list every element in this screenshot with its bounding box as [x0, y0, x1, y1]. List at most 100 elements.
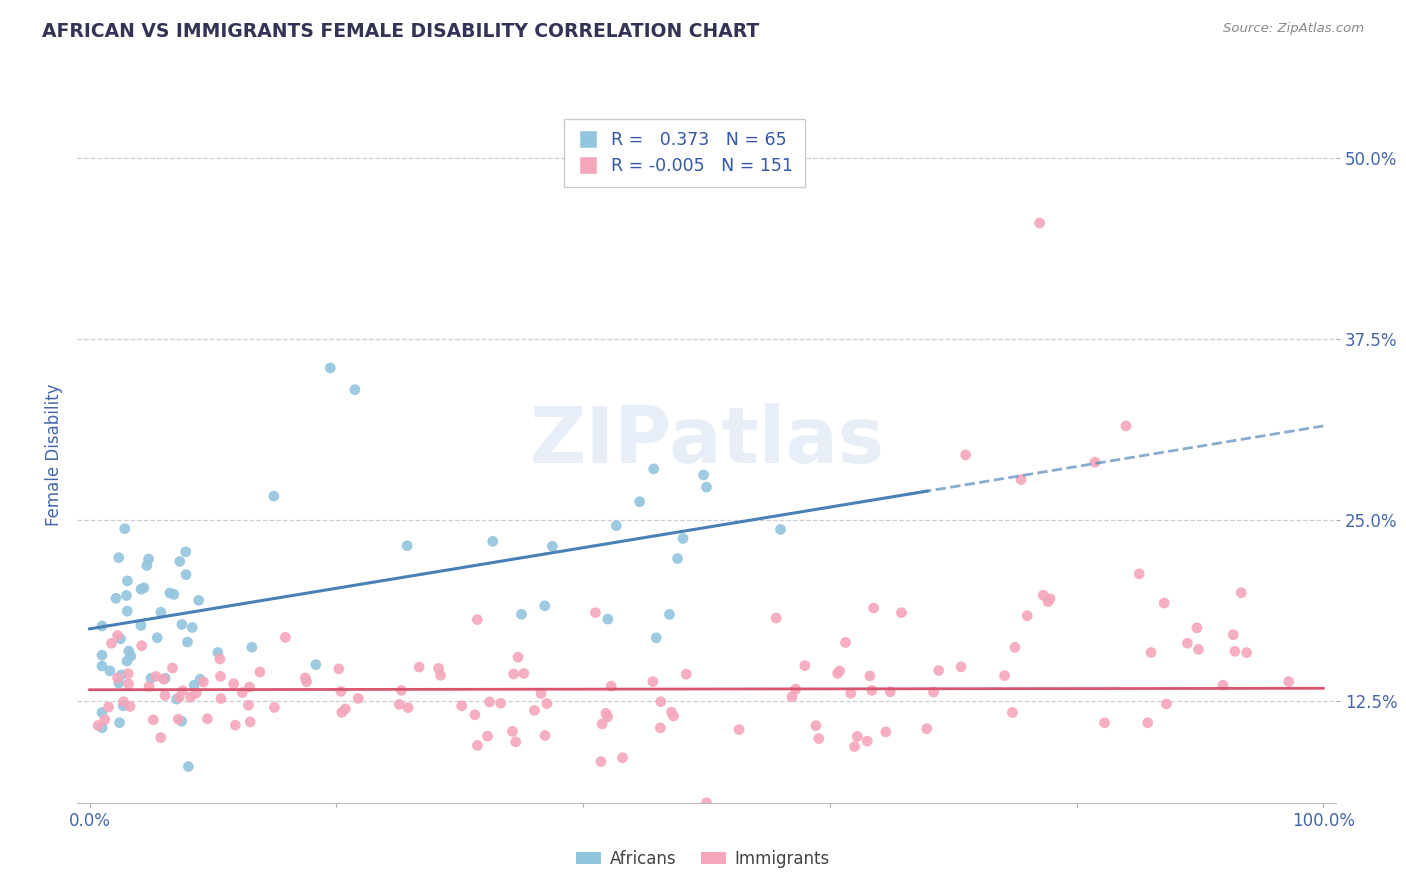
- Point: [1115, 419, 1137, 434]
- Point: [502, 667, 524, 681]
- Point: [238, 680, 260, 694]
- Point: [120, 649, 142, 664]
- Point: [769, 523, 792, 537]
- Point: [658, 607, 681, 622]
- Point: [478, 695, 501, 709]
- Point: [347, 691, 370, 706]
- Point: [879, 684, 901, 698]
- Point: [120, 699, 142, 714]
- Point: [765, 611, 787, 625]
- Point: [108, 715, 131, 730]
- Point: [1153, 596, 1175, 610]
- Point: [207, 646, 229, 660]
- Point: [153, 689, 176, 703]
- Point: [108, 676, 131, 690]
- Point: [595, 706, 617, 721]
- Point: [645, 631, 668, 645]
- Point: [132, 581, 155, 595]
- Point: [112, 698, 135, 713]
- Point: [523, 703, 546, 717]
- Point: [875, 724, 897, 739]
- Point: [477, 729, 499, 743]
- Point: [388, 698, 411, 712]
- Point: [1017, 608, 1039, 623]
- Point: [596, 612, 619, 626]
- Point: [231, 685, 253, 699]
- Y-axis label: Female Disability: Female Disability: [45, 384, 63, 526]
- Point: [510, 607, 533, 622]
- Point: [263, 700, 285, 714]
- Point: [1187, 642, 1209, 657]
- Point: [167, 690, 190, 705]
- Point: [139, 671, 162, 685]
- Point: [1136, 715, 1159, 730]
- Point: [612, 750, 634, 764]
- Point: [1230, 585, 1253, 599]
- Point: [159, 586, 181, 600]
- Point: [184, 686, 207, 700]
- Point: [209, 669, 232, 683]
- Point: [828, 664, 851, 678]
- Point: [305, 657, 328, 672]
- Point: [329, 684, 352, 698]
- Point: [501, 724, 523, 739]
- Point: [97, 700, 120, 714]
- Point: [1236, 646, 1258, 660]
- Point: [335, 702, 357, 716]
- Point: [583, 606, 606, 620]
- Point: [153, 671, 176, 685]
- Point: [1223, 644, 1246, 658]
- Point: [1177, 636, 1199, 650]
- Point: [846, 730, 869, 744]
- Point: [131, 639, 153, 653]
- Point: [115, 604, 138, 618]
- Legend: Africans, Immigrants: Africans, Immigrants: [569, 844, 837, 875]
- Point: [650, 695, 672, 709]
- Point: [91, 619, 114, 633]
- Point: [591, 717, 613, 731]
- Point: [643, 462, 665, 476]
- Point: [174, 567, 197, 582]
- Text: AFRICAN VS IMMIGRANTS FEMALE DISABILITY CORRELATION CHART: AFRICAN VS IMMIGRANTS FEMALE DISABILITY …: [42, 22, 759, 41]
- Point: [319, 361, 342, 376]
- Point: [183, 678, 205, 692]
- Text: ZIPatlas: ZIPatlas: [529, 403, 884, 479]
- Point: [396, 700, 419, 714]
- Point: [534, 728, 557, 742]
- Point: [1010, 473, 1032, 487]
- Point: [692, 467, 714, 482]
- Point: [142, 713, 165, 727]
- Point: [249, 665, 271, 679]
- Point: [176, 635, 198, 649]
- Point: [170, 714, 193, 729]
- Point: [600, 679, 623, 693]
- Point: [1094, 715, 1116, 730]
- Point: [450, 698, 472, 713]
- Point: [170, 617, 193, 632]
- Point: [662, 709, 685, 723]
- Point: [114, 522, 136, 536]
- Point: [166, 692, 188, 706]
- Point: [98, 664, 121, 678]
- Point: [117, 666, 139, 681]
- Point: [152, 672, 174, 686]
- Point: [145, 669, 167, 683]
- Point: [666, 551, 689, 566]
- Point: [138, 680, 160, 694]
- Point: [224, 718, 246, 732]
- Point: [839, 686, 862, 700]
- Point: [181, 620, 204, 634]
- Point: [596, 710, 619, 724]
- Point: [193, 675, 215, 690]
- Point: [179, 690, 201, 705]
- Point: [950, 660, 973, 674]
- Point: [91, 648, 114, 663]
- Point: [533, 599, 555, 613]
- Point: [513, 666, 536, 681]
- Point: [505, 735, 527, 749]
- Point: [294, 671, 316, 685]
- Point: [481, 534, 503, 549]
- Point: [672, 532, 695, 546]
- Point: [146, 631, 169, 645]
- Point: [1036, 594, 1059, 608]
